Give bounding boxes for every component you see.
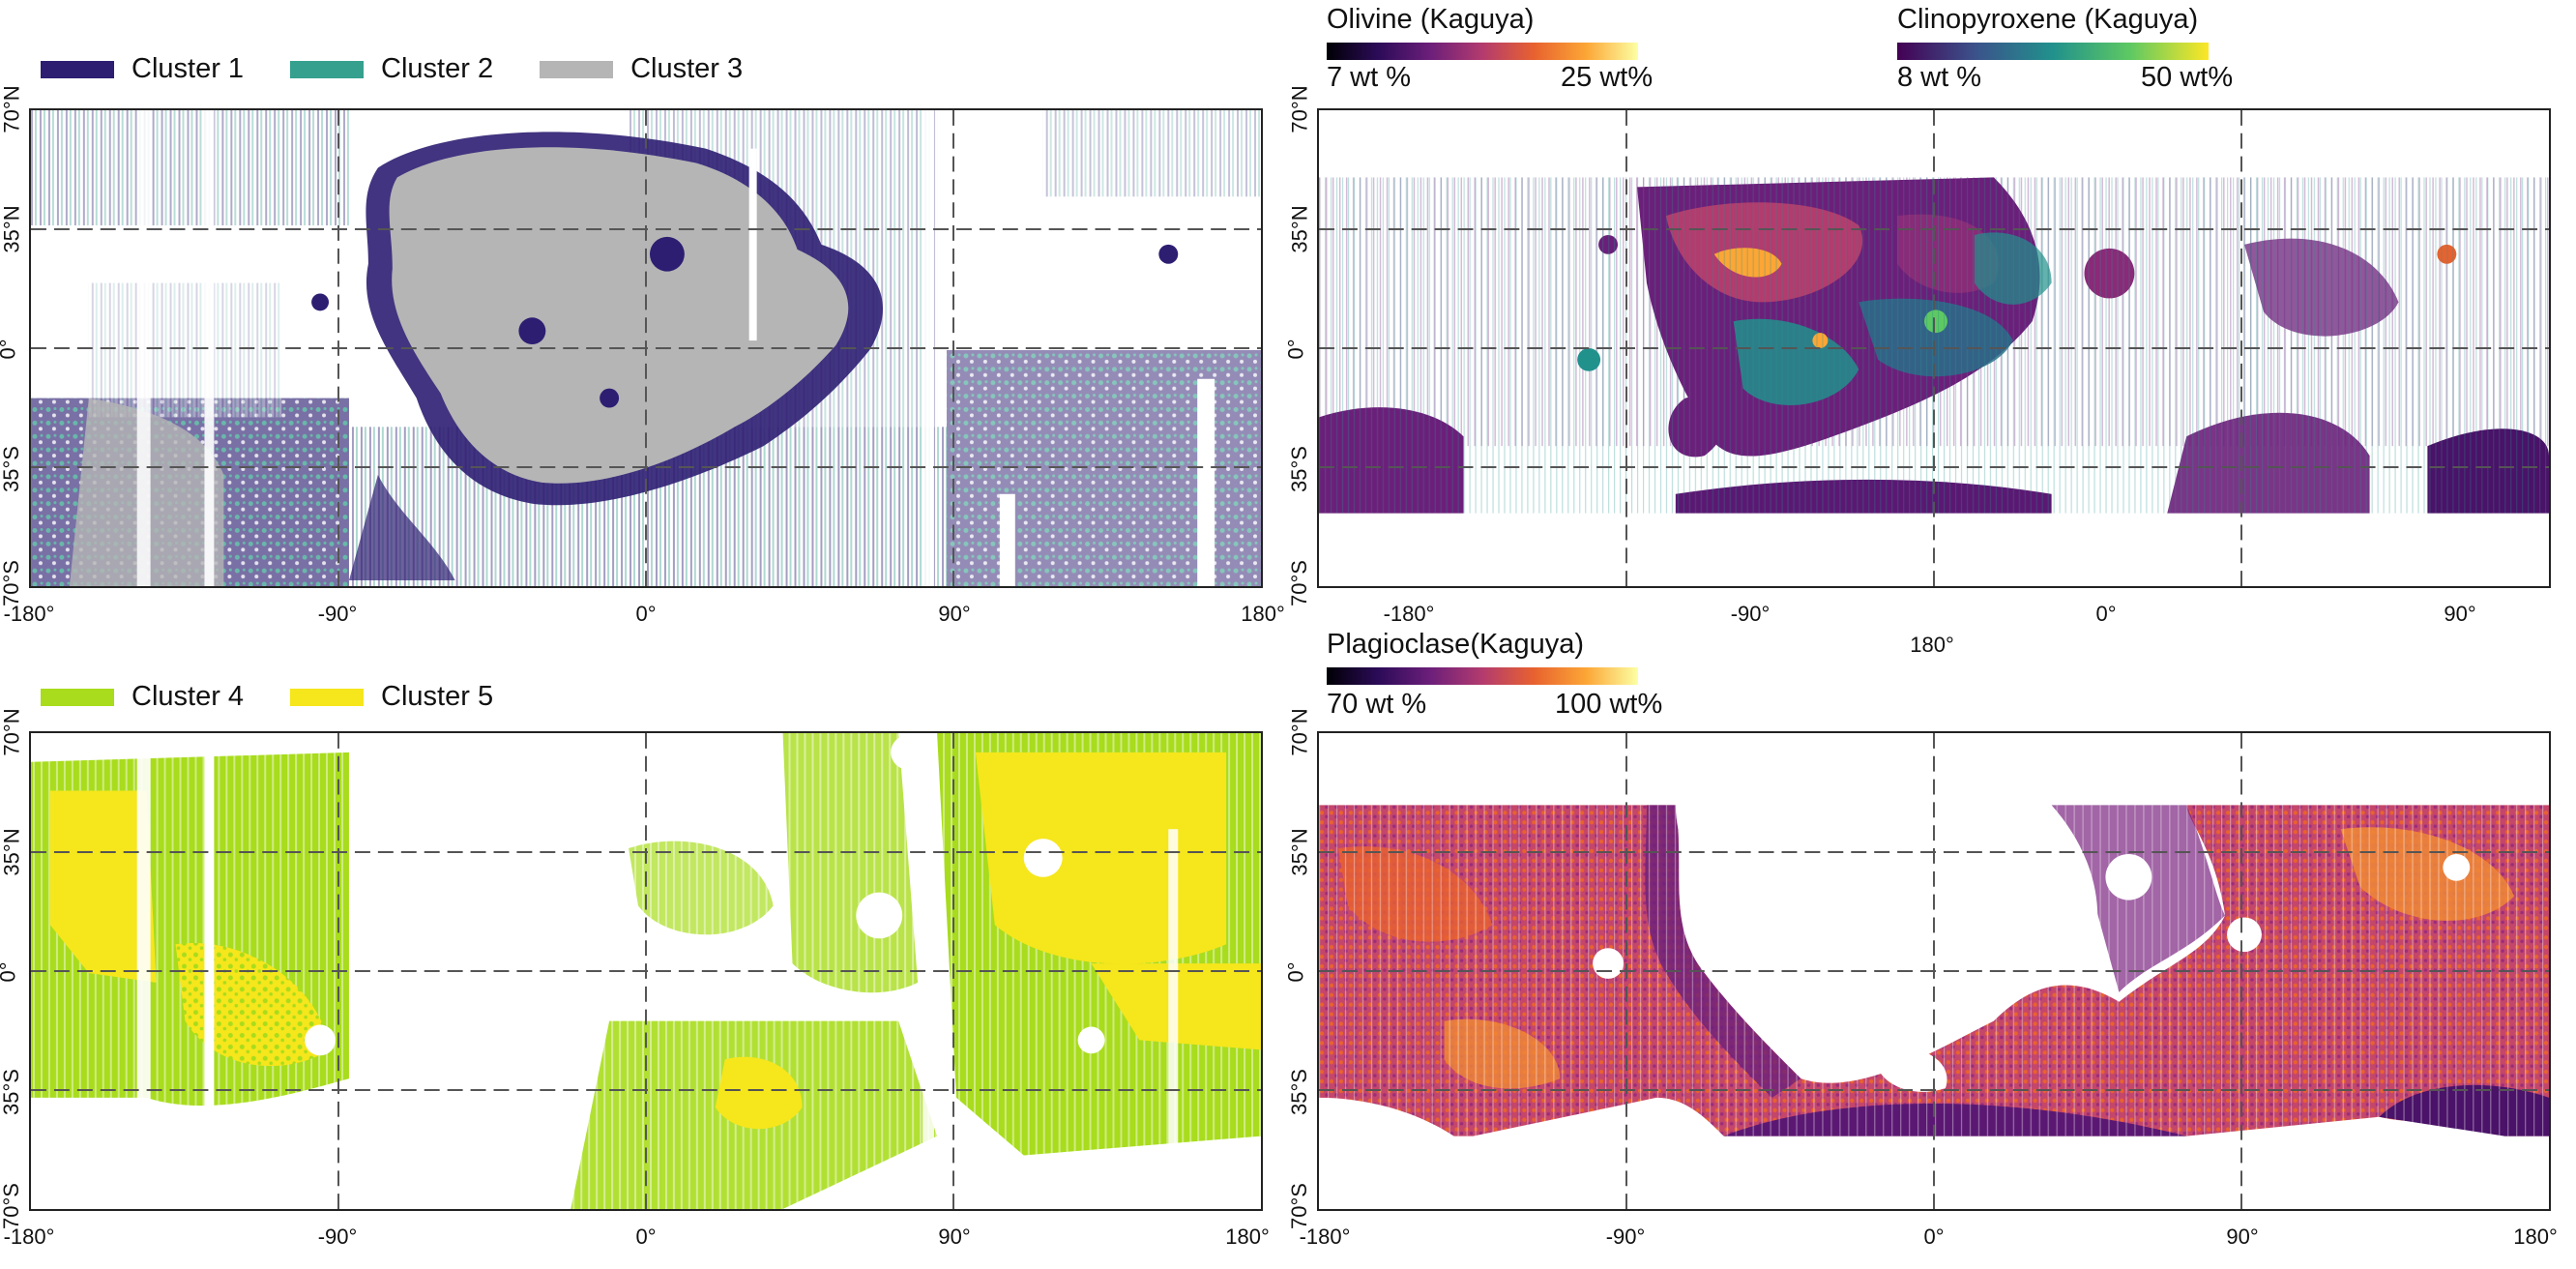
y-tick: 70°S [0,1183,23,1229]
legend-item-cluster-1: Cluster 1 [41,53,244,85]
y-tick: 35°N [1287,205,1312,253]
x-tick-extra: 180° [1910,633,1954,657]
legend-label: Cluster 2 [381,53,494,84]
olivine-colorbar [1327,43,1638,60]
y-tick: 35°S [1286,446,1311,492]
x-tick: -180° [1383,602,1435,626]
legend-item-cluster-3: Cluster 3 [540,53,743,85]
y-tick: 70°N [0,85,24,133]
x-tick: 0° [635,602,657,626]
legend-top-left: Cluster 1 Cluster 2 Cluster 3 [41,53,789,85]
map-clusters-4-5 [29,731,1263,1211]
legend-bottom-left: Cluster 4 Cluster 5 [41,681,540,713]
legend-label: Cluster 5 [381,681,494,712]
map-olivine-clinopyroxene [1317,108,2551,588]
legend-item-cluster-2: Cluster 2 [290,53,493,85]
x-tick: 180° [2513,1225,2558,1249]
legend-item-cluster-4: Cluster 4 [41,681,244,713]
y-tick: 35°N [1287,828,1312,876]
x-tick: 90° [938,1225,971,1249]
plagioclase-min-label: 70 wt % [1327,689,1427,720]
clinopyroxene-colorbar [1897,43,2209,60]
x-tick: 90° [938,602,971,626]
legend-label: Cluster 1 [132,53,245,84]
olivine-colorbar-title: Olivine (Kaguya) [1327,4,1535,35]
y-tick: 35°N [0,828,24,876]
plagioclase-colorbar [1327,667,1638,685]
legend-label: Cluster 3 [630,53,744,84]
x-tick: 0° [2095,602,2117,626]
legend-item-cluster-5: Cluster 5 [290,681,493,713]
y-tick: 35°S [1286,1069,1311,1115]
y-tick: 0° [1283,339,1308,360]
legend-swatch [41,688,114,706]
x-tick: 0° [1923,1225,1945,1249]
clinopyroxene-min-label: 8 wt % [1897,62,1982,93]
x-tick: 0° [635,1225,657,1249]
x-tick: -90° [1605,1225,1646,1249]
olivine-min-label: 7 wt % [1327,62,1412,93]
y-tick: 70°S [0,560,23,606]
y-tick: 35°N [0,205,24,253]
clinopyroxene-max-label: 50 wt% [2141,62,2234,93]
y-tick: 70°N [1287,708,1312,756]
x-tick: -90° [1730,602,1771,626]
y-tick: 35°S [0,1069,23,1115]
map-clusters-1-3 [29,108,1263,588]
x-tick: -90° [317,602,358,626]
legend-swatch [41,60,114,78]
x-tick: -180° [3,1225,55,1249]
y-tick: 70°N [0,708,24,756]
y-tick: 70°S [1286,1183,1311,1229]
x-tick: -180° [3,602,55,626]
legend-swatch [540,60,614,78]
x-tick: 180° [1241,602,1285,626]
y-tick: 0° [0,961,20,983]
legend-label: Cluster 4 [132,681,245,712]
olivine-max-label: 25 wt% [1561,62,1654,93]
x-tick: -90° [317,1225,358,1249]
legend-swatch [290,688,365,706]
x-tick: 90° [2226,1225,2259,1249]
y-tick: 70°S [1286,560,1311,606]
y-tick: 0° [1283,961,1308,983]
y-tick: 35°S [0,446,23,492]
x-tick: 90° [2444,602,2476,626]
x-tick: -180° [1299,1225,1351,1249]
x-tick: 180° [1225,1225,1270,1249]
y-tick: 70°N [1287,85,1312,133]
plagioclase-colorbar-title: Plagioclase(Kaguya) [1327,629,1584,660]
map-plagioclase [1317,731,2551,1211]
y-tick: 0° [0,339,20,360]
clinopyroxene-colorbar-title: Clinopyroxene (Kaguya) [1897,4,2199,35]
plagioclase-max-label: 100 wt% [1555,689,1663,720]
legend-swatch [290,60,365,78]
